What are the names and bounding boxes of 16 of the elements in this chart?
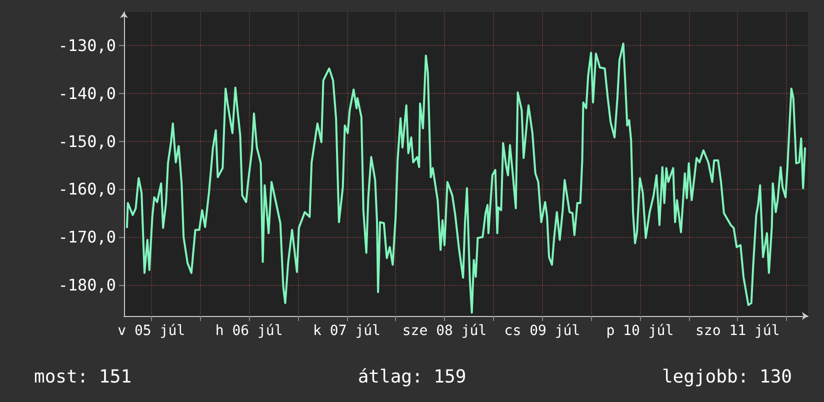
y-tick-label: -150,0 xyxy=(58,132,116,151)
x-tick-label: cs 09 júl xyxy=(504,323,580,339)
x-tick-label: k 07 júl xyxy=(313,323,380,339)
x-tick-label: szo 11 júl xyxy=(695,323,780,339)
x-tick-label: p 10 júl xyxy=(606,323,674,339)
y-tick-label: -140,0 xyxy=(58,84,116,103)
x-tick-label: v 05 júl xyxy=(118,323,186,339)
text: most: 151 xyxy=(34,366,132,388)
x-tick-label: sze 08 júl xyxy=(402,323,487,339)
y-tick-label: -160,0 xyxy=(58,180,116,199)
y-tick-label: -180,0 xyxy=(58,275,116,294)
text: átlag: 159 xyxy=(358,366,466,388)
y-tick-label: -170,0 xyxy=(58,228,116,247)
x-tick-label: h 06 júl xyxy=(215,323,283,339)
y-tick-label: -130,0 xyxy=(58,36,116,56)
text: legjobb: 130 xyxy=(662,366,792,388)
